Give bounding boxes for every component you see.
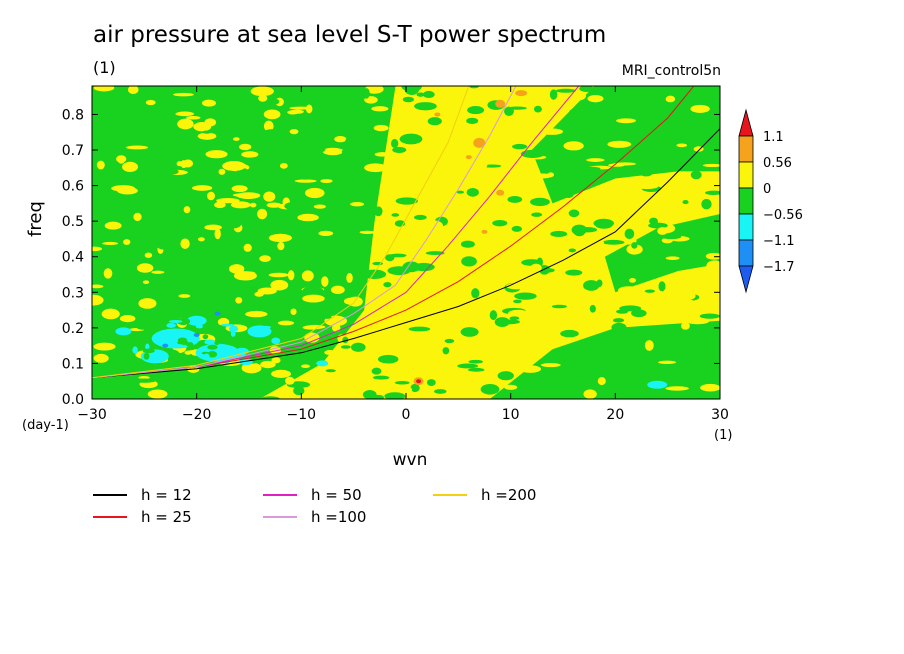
colorbar: 1.1 0.56 0 −0.56 −1.1 −1.7 (738, 108, 803, 294)
curve-h-1 (92, 86, 695, 379)
x-tick-label: 0 (402, 407, 411, 423)
y-tick-label: 0.2 (62, 321, 84, 337)
legend-line-black (93, 494, 127, 496)
legend-label: h =200 (481, 486, 537, 504)
power-field (92, 86, 720, 399)
y-tick-label: 0.4 (62, 250, 84, 266)
legend-item-h25: h = 25 (93, 508, 192, 526)
curve-h-2 (92, 86, 580, 379)
legend-item-h200: h =200 (433, 486, 536, 504)
curve-h-4 (92, 86, 470, 379)
x-tick-label: 10 (502, 407, 520, 423)
y-tick-label: 0.6 (62, 179, 84, 195)
colorbar-swatch (738, 161, 754, 189)
curve-legend: h = 12 h = 25 h = 50 h =100 h =200 (93, 486, 613, 530)
legend-line-red (93, 516, 127, 518)
legend-label: h =100 (311, 508, 367, 526)
x-axis: −30 −20 −10 0 10 20 30 (77, 86, 729, 423)
legend-label: h = 12 (141, 486, 192, 504)
x-axis-label: wvn (393, 450, 428, 470)
y-tick-label: 0.3 (62, 285, 84, 301)
colorbar-label: −0.56 (763, 208, 803, 223)
colorbar-swatch (738, 187, 754, 215)
chart-title: air pressure at sea level S-T power spec… (93, 22, 607, 48)
x-tick-label: −30 (77, 407, 107, 423)
legend-line-pink (263, 516, 297, 518)
dispersion-curves (92, 86, 720, 379)
colorbar-swatch (738, 135, 754, 163)
y-axis-label: freq (25, 201, 46, 237)
y-tick-label: 0.0 (62, 392, 84, 408)
legend-label: h = 50 (311, 486, 362, 504)
y-unit-label: (day-1) (22, 418, 69, 433)
colorbar-label: −1.7 (763, 260, 795, 275)
colorbar-label: −1.1 (763, 234, 795, 249)
y-tick-label: 0.8 (62, 107, 84, 123)
x-tick-label: −10 (287, 407, 317, 423)
colorbar-swatch (738, 265, 754, 294)
legend-item-h100: h =100 (263, 508, 366, 526)
legend-line-yellow (433, 494, 467, 496)
colorbar-label: 0.56 (763, 156, 792, 171)
legend-item-h12: h = 12 (93, 486, 192, 504)
colorbar-swatch (738, 108, 754, 137)
model-name: MRI_control5n (621, 63, 721, 79)
x-unit-label: (1) (714, 428, 732, 443)
curve-h-3 (92, 86, 517, 379)
y-axis: 0.0 0.1 0.2 0.3 0.4 0.5 0.6 0.7 0.8 (62, 107, 720, 408)
x-tick-label: −20 (182, 407, 212, 423)
curve-h-0 (92, 128, 720, 379)
colorbar-label: 1.1 (763, 130, 784, 145)
legend-line-magenta (263, 494, 297, 496)
colorbar-swatch (738, 213, 754, 241)
legend-label: h = 25 (141, 508, 192, 526)
x-tick-label: 30 (711, 407, 729, 423)
colorbar-swatch (738, 239, 754, 267)
colorbar-label: 0 (763, 182, 771, 197)
legend-item-h50: h = 50 (263, 486, 362, 504)
y-tick-label: 0.5 (62, 214, 84, 230)
y-tick-label: 0.7 (62, 143, 84, 159)
chart-subtitle: (1) (93, 58, 116, 77)
y-tick-label: 0.1 (62, 356, 84, 372)
x-tick-label: 20 (606, 407, 624, 423)
